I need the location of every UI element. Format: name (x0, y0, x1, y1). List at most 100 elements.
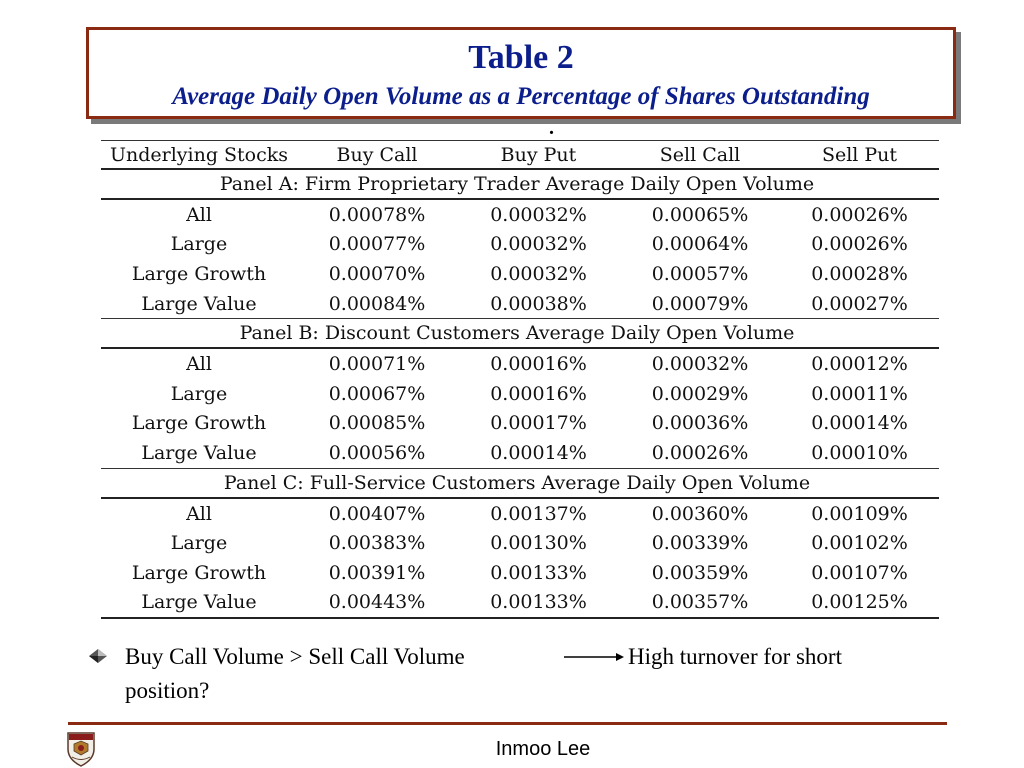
cell-sell-call: 0.00032% (651, 353, 749, 376)
cell-buy-call: 0.00071% (328, 353, 426, 376)
title-frame: Table 2 Average Daily Open Volume as a P… (86, 27, 956, 119)
panel-rule (101, 198, 939, 200)
panel-rule (101, 318, 939, 320)
bullet-text-premise: Buy Call Volume > Sell Call Volume (125, 644, 465, 669)
panel-rule (101, 168, 939, 170)
row-label: Large Growth (131, 561, 267, 584)
cell-buy-put: 0.00014% (490, 441, 587, 464)
cell-sell-call: 0.00029% (651, 382, 749, 405)
cell-sell-put: 0.00027% (811, 292, 908, 315)
row-label: Large Growth (131, 412, 267, 435)
diamond-bullet-icon (89, 649, 107, 663)
footer-rule (68, 722, 947, 725)
table-row: Large Value 0.00084% 0.00038% 0.00079% 0… (101, 289, 939, 319)
panel-b-title-text: Panel B: Discount Customers Average Dail… (239, 322, 795, 345)
cell-sell-call: 0.00339% (651, 532, 749, 555)
university-crest-icon (67, 732, 95, 767)
row-label: Large Value (141, 591, 257, 614)
header-sell-call: Sell Call (659, 143, 741, 166)
panel-a-title-text: Panel A: Firm Proprietary Trader Average… (219, 173, 815, 195)
row-label: All (186, 502, 212, 525)
cell-buy-call: 0.00067% (328, 382, 426, 405)
cell-buy-put: 0.00133% (490, 591, 587, 614)
cell-sell-call: 0.00026% (651, 441, 749, 464)
panel-c-title: Panel C: Full-Service Customers Average … (101, 469, 939, 497)
cell-sell-put: 0.00102% (811, 532, 908, 555)
row-label: Large Growth (131, 262, 267, 285)
cell-buy-call: 0.00407% (328, 502, 426, 525)
cell-buy-put: 0.00016% (490, 353, 587, 376)
cell-sell-call: 0.00360% (651, 502, 749, 525)
panel-c-title-text: Panel C: Full-Service Customers Average … (223, 471, 811, 494)
cell-buy-put: 0.00032% (490, 203, 587, 226)
cell-sell-put: 0.00028% (811, 262, 908, 285)
header-sell-put: Sell Put (821, 143, 898, 166)
cell-sell-call: 0.00359% (651, 561, 749, 584)
table-row: All 0.00407% 0.00137% 0.00360% 0.00109% (101, 499, 939, 529)
cell-buy-call: 0.00391% (328, 561, 426, 584)
footer-author: Inmoo Lee (495, 738, 591, 760)
table-header-row: Underlying Stocks Buy Call Buy Put Sell … (101, 141, 939, 168)
cell-sell-call: 0.00036% (651, 412, 749, 435)
cell-buy-call: 0.00056% (328, 441, 426, 464)
row-label: Large (170, 382, 228, 405)
cell-buy-call: 0.00085% (328, 412, 426, 435)
cell-buy-call: 0.00084% (328, 292, 426, 315)
cell-sell-put: 0.00107% (811, 561, 908, 584)
table-row: Large Value 0.00443% 0.00133% 0.00357% 0… (101, 588, 939, 618)
table-row: Large 0.00077% 0.00032% 0.00064% 0.00026… (101, 230, 939, 260)
table-top-rule (101, 140, 939, 141)
cell-sell-put: 0.00010% (811, 441, 908, 464)
cell-sell-put: 0.00109% (811, 502, 908, 525)
table-row: Large Growth 0.00070% 0.00032% 0.00057% … (101, 259, 939, 289)
bullet-text-continuation: position? (125, 678, 210, 703)
header-underlying-stocks: Underlying Stocks (109, 143, 289, 166)
table-bottom-rule (101, 617, 939, 620)
cell-buy-put: 0.00032% (490, 233, 587, 256)
table-row: Large Growth 0.00085% 0.00017% 0.00036% … (101, 409, 939, 439)
stray-mark: . (549, 117, 554, 139)
row-label: Large (170, 233, 228, 256)
table-row: Large Value 0.00056% 0.00014% 0.00026% 0… (101, 438, 939, 468)
header-buy-call: Buy Call (336, 143, 418, 166)
row-label: All (186, 203, 212, 226)
cell-buy-call: 0.00443% (328, 591, 426, 614)
slide-subtitle: Average Daily Open Volume as a Percentag… (172, 83, 870, 110)
cell-buy-put: 0.00016% (490, 382, 587, 405)
table-row: Large 0.00383% 0.00130% 0.00339% 0.00102… (101, 528, 939, 558)
cell-buy-put: 0.00032% (490, 262, 587, 285)
cell-buy-call: 0.00383% (328, 532, 426, 555)
cell-sell-call: 0.00057% (651, 262, 749, 285)
cell-buy-put: 0.00130% (490, 532, 587, 555)
panel-b-title: Panel B: Discount Customers Average Dail… (101, 319, 939, 347)
row-label: All (186, 353, 212, 376)
cell-sell-put: 0.00011% (811, 382, 908, 405)
cell-sell-call: 0.00357% (651, 591, 749, 614)
cell-sell-put: 0.00026% (811, 203, 908, 226)
panel-rule (101, 467, 939, 469)
row-label: Large Value (141, 292, 257, 315)
table-row: All 0.00071% 0.00016% 0.00032% 0.00012% (101, 349, 939, 379)
cell-buy-put: 0.00017% (490, 412, 587, 435)
panel-rule (101, 347, 939, 350)
table-row: Large 0.00067% 0.00016% 0.00029% 0.00011… (101, 379, 939, 409)
cell-sell-put: 0.00026% (811, 233, 908, 256)
bullet-text-conclusion: High turnover for short (628, 644, 842, 669)
header-buy-put: Buy Put (500, 143, 577, 166)
cell-buy-call: 0.00077% (328, 233, 426, 256)
cell-sell-put: 0.00012% (811, 353, 908, 376)
right-arrow-icon (564, 653, 624, 661)
cell-buy-put: 0.00137% (490, 502, 587, 525)
row-label: Large (170, 532, 228, 555)
table-row: All 0.00078% 0.00032% 0.00065% 0.00026% (101, 200, 939, 230)
cell-buy-call: 0.00078% (328, 203, 426, 226)
row-label: Large Value (141, 441, 257, 464)
table-row: Large Growth 0.00391% 0.00133% 0.00359% … (101, 558, 939, 588)
cell-buy-put: 0.00038% (490, 292, 587, 315)
cell-buy-put: 0.00133% (490, 561, 587, 584)
cell-sell-call: 0.00064% (651, 233, 749, 256)
panel-rule (101, 496, 939, 499)
cell-sell-put: 0.00125% (811, 591, 908, 614)
cell-sell-call: 0.00079% (651, 292, 749, 315)
cell-buy-call: 0.00070% (328, 262, 426, 285)
